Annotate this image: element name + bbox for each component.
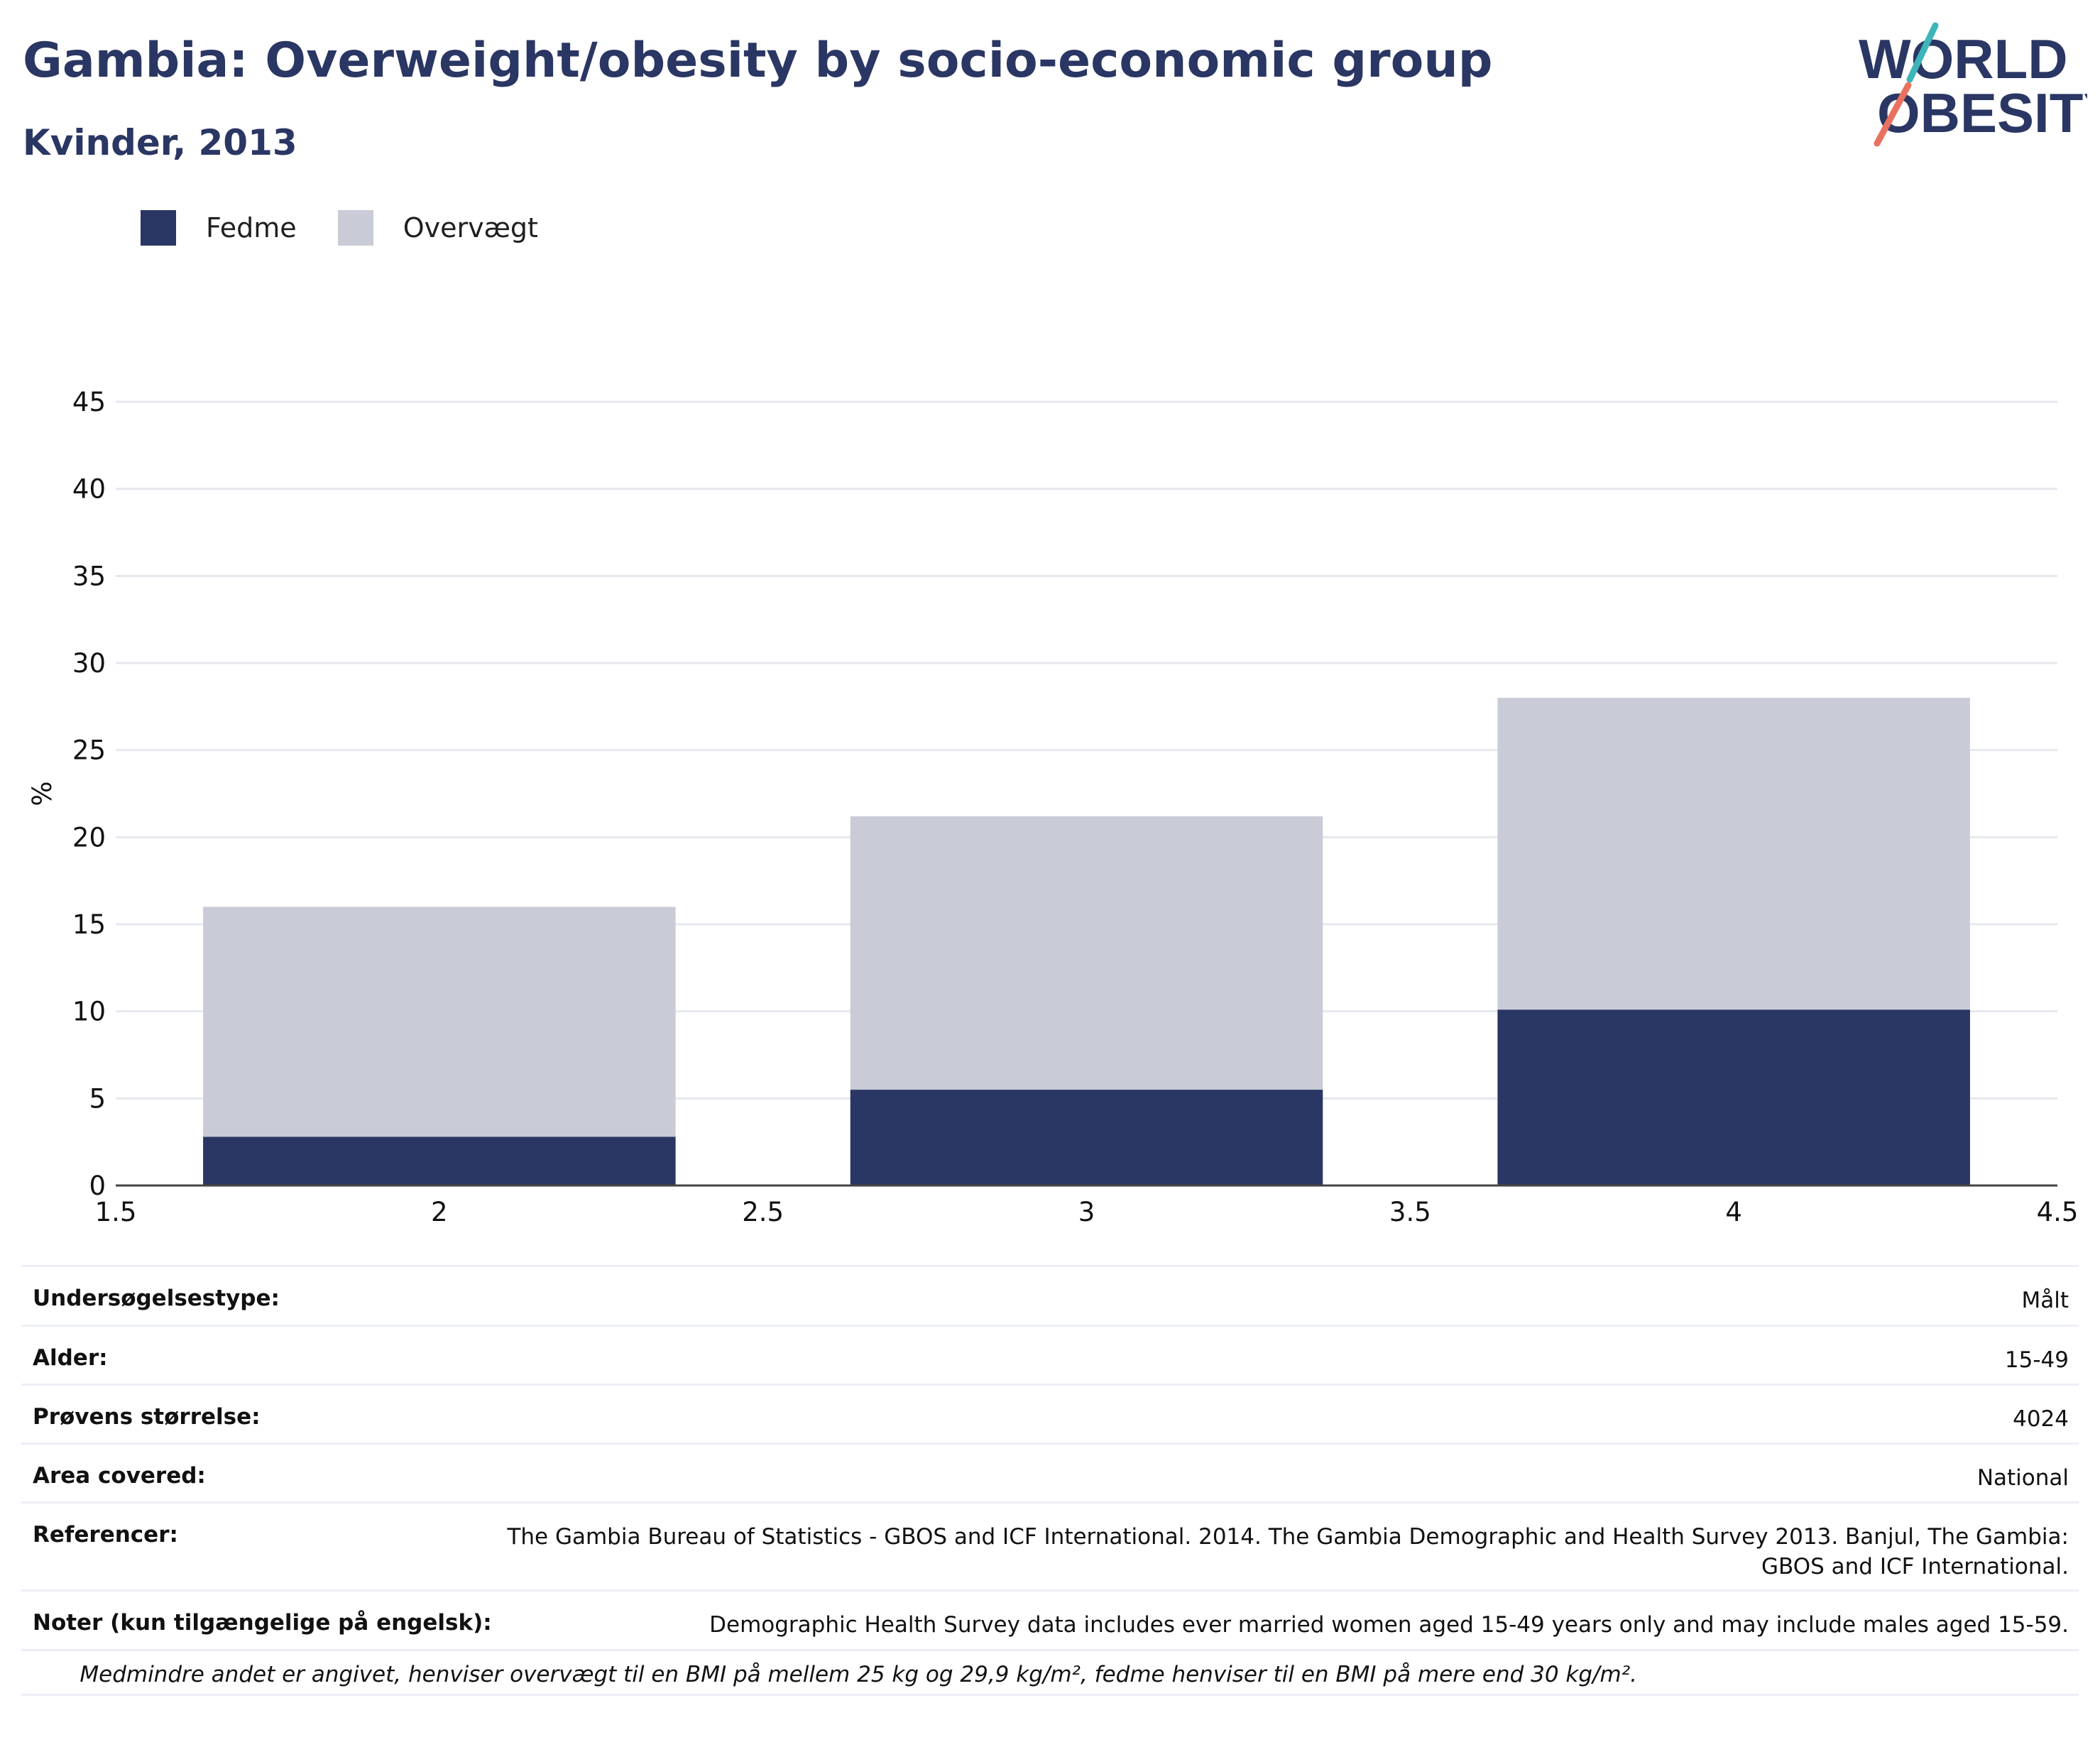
survey-info-table: Undersøgelsestype: Målt Alder: 15-49 Prø… (21, 1265, 2079, 1696)
info-row-footnote: Medmindre andet er angivet, henviser ove… (21, 1649, 2079, 1696)
bar-overvaegt-3[interactable] (850, 816, 1323, 1090)
info-row-references: Referencer: The Gambia Bureau of Statist… (21, 1501, 2079, 1589)
legend-item-overvaegt[interactable]: Overvægt (337, 210, 538, 246)
info-row-survey-type: Undersøgelsestype: Målt (21, 1265, 2079, 1325)
bar-overvaegt-4[interactable] (1497, 698, 1970, 1010)
y-tick-label: 35 (72, 561, 106, 591)
y-tick-label: 10 (72, 997, 106, 1027)
info-row-area-covered: Area covered: National (21, 1442, 2079, 1501)
y-tick-label: 20 (72, 822, 106, 853)
info-label: Referencer: (33, 1522, 178, 1548)
info-value: Demographic Health Survey data includes … (709, 1612, 2069, 1638)
stacked-bar-chart: 0 5 10 15 20 25 30 35 40 45 1.5 2 2.5 3 3.5 4 4.5% (27, 387, 2078, 1227)
info-label: Alder: (33, 1345, 108, 1371)
info-label: Area covered: (33, 1463, 206, 1489)
info-row-sample-size: Prøvens størrelse: 4024 (21, 1384, 2079, 1442)
y-tick-label: 40 (72, 474, 106, 505)
legend-label-fedme: Fedme (206, 212, 297, 243)
logo-line-2: OBESITY (1877, 82, 2087, 144)
chart-subtitle: Kvinder, 2013 (23, 122, 297, 163)
bars (203, 698, 1970, 1185)
bar-fedme-2[interactable] (203, 1137, 676, 1185)
x-tick-label: 2.5 (742, 1197, 784, 1227)
chart-legend: Fedme Overvægt (141, 210, 579, 246)
logo-slash-teal (1906, 22, 1939, 83)
x-tick-label: 1.5 (95, 1197, 137, 1227)
y-tick-label: 15 (72, 909, 106, 940)
x-tick-label: 4 (1725, 1197, 1742, 1227)
info-row-notes: Noter (kun tilgængelige på engelsk): Dem… (21, 1589, 2079, 1649)
info-label: Noter (kun tilgængelige på engelsk): (33, 1610, 492, 1636)
info-value: Målt (2021, 1288, 2069, 1313)
world-obesity-logo: WORLD OBESITY (1859, 22, 2087, 147)
bar-overvaegt-2[interactable] (203, 907, 676, 1137)
y-tick-label: 45 (72, 387, 106, 417)
y-tick-label: 5 (89, 1083, 106, 1114)
bar-fedme-3[interactable] (850, 1090, 1323, 1185)
logo-line-1: WORLD (1859, 28, 2068, 90)
info-value: National (1976, 1465, 2069, 1491)
bar-fedme-4[interactable] (1497, 1009, 1970, 1185)
y-axis-label: % (27, 781, 58, 806)
legend-label-overvaegt: Overvægt (403, 212, 538, 243)
x-tick-label: 4.5 (2037, 1197, 2079, 1227)
info-label: Undersøgelsestype: (33, 1286, 280, 1311)
info-value: The Gambia Bureau of Statistics - GBOS a… (507, 1524, 2069, 1579)
logo-slash-coral (1874, 82, 1912, 147)
x-tick-label: 3.5 (1389, 1197, 1431, 1227)
info-value: 4024 (2013, 1406, 2069, 1432)
legend-swatch-overvaegt (337, 210, 373, 246)
legend-item-fedme[interactable]: Fedme (141, 210, 297, 246)
info-label: Prøvens størrelse: (33, 1404, 261, 1430)
y-tick-label: 0 (89, 1171, 106, 1201)
y-tick-label: 25 (72, 735, 106, 766)
chart-title: Gambia: Overweight/obesity by socio-econ… (23, 33, 1493, 89)
footnote: Medmindre andet er angivet, henviser ove… (80, 1662, 1637, 1687)
info-row-age: Alder: 15-49 (21, 1325, 2079, 1384)
y-tick-label: 30 (72, 648, 106, 679)
axes: 0 5 10 15 20 25 30 35 40 45 1.5 2 2.5 3 3.5 4 4.5% (27, 387, 2078, 1227)
legend-swatch-fedme (141, 210, 176, 246)
x-tick-label: 2 (431, 1197, 448, 1227)
x-tick-label: 3 (1078, 1197, 1095, 1227)
info-value: 15-49 (2004, 1347, 2069, 1373)
